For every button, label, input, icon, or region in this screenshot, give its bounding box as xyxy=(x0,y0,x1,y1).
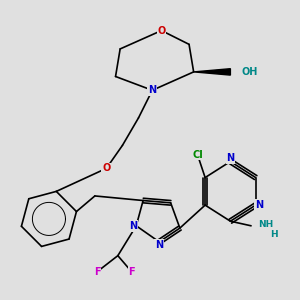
Text: O: O xyxy=(158,26,166,36)
Text: Cl: Cl xyxy=(193,150,204,160)
Text: H: H xyxy=(270,230,278,238)
Text: N: N xyxy=(226,153,235,163)
Text: F: F xyxy=(128,267,135,277)
Text: N: N xyxy=(129,221,137,231)
Text: N: N xyxy=(255,200,263,210)
Text: OH: OH xyxy=(242,67,258,77)
Text: NH: NH xyxy=(258,220,273,230)
Text: N: N xyxy=(155,240,163,250)
Text: O: O xyxy=(102,164,110,173)
Text: F: F xyxy=(94,267,101,277)
Text: N: N xyxy=(148,85,156,95)
Polygon shape xyxy=(194,69,230,75)
